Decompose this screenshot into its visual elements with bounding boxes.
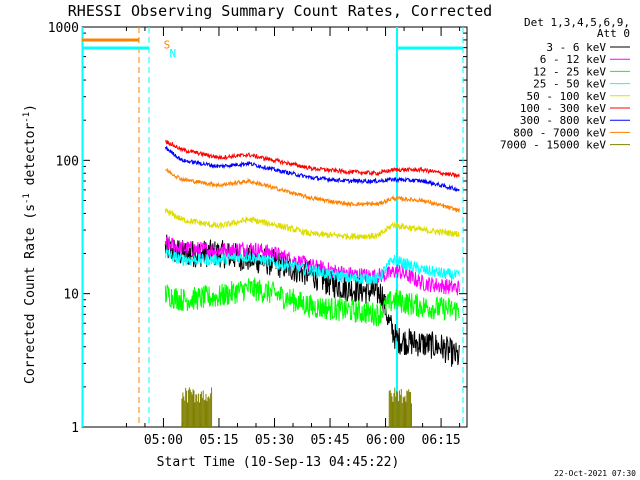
series-line — [164, 249, 460, 286]
legend-header-1: Det 1,3,4,5,6,9, — [524, 16, 630, 29]
y-axis-label: Corrected Count Rate (s-1 detector-1) — [22, 104, 38, 384]
x-tick-label: 06:00 — [366, 433, 405, 448]
series-line — [164, 236, 460, 296]
legend-entry-label: 12 - 25 keV — [533, 65, 606, 78]
series-line — [164, 139, 460, 179]
legend-entry-label: 300 - 800 keV — [520, 114, 606, 127]
series-line — [164, 145, 460, 192]
y-tick-label: 1000 — [48, 21, 79, 36]
legend-entry-label: 7000 - 15000 keV — [500, 139, 606, 152]
chart-title: RHESSI Observing Summary Count Rates, Co… — [68, 2, 492, 20]
y-tick-label: 10 — [63, 288, 79, 303]
legend-entry-label: 25 - 50 keV — [533, 78, 606, 91]
legend-header-2: Att 0 — [597, 27, 630, 40]
x-tick-label: 05:30 — [255, 433, 294, 448]
legend-entry-label: 800 - 7000 keV — [513, 126, 606, 139]
legend-entry-label: 50 - 100 keV — [527, 90, 607, 103]
x-axis-label: Start Time (10-Sep-13 04:45:22) — [157, 455, 400, 470]
x-tick-label: 05:00 — [144, 433, 183, 448]
x-tick-label: 05:15 — [199, 433, 238, 448]
x-tick-label: 06:15 — [422, 433, 461, 448]
flag-label: N — [170, 47, 177, 60]
series-line — [164, 277, 460, 327]
series-line — [164, 207, 460, 241]
footer-timestamp: 22-Oct-2021 07:30 — [554, 469, 636, 478]
series-line — [165, 167, 460, 213]
x-tick-label: 05:45 — [310, 433, 349, 448]
legend-entry-label: 100 - 300 keV — [520, 102, 606, 115]
legend-entry-label: 6 - 12 keV — [540, 53, 607, 66]
y-tick-label: 100 — [56, 154, 79, 169]
legend-entry-label: 3 - 6 keV — [546, 41, 606, 54]
flag-label: S — [164, 39, 171, 52]
y-tick-label: 1 — [71, 421, 79, 436]
